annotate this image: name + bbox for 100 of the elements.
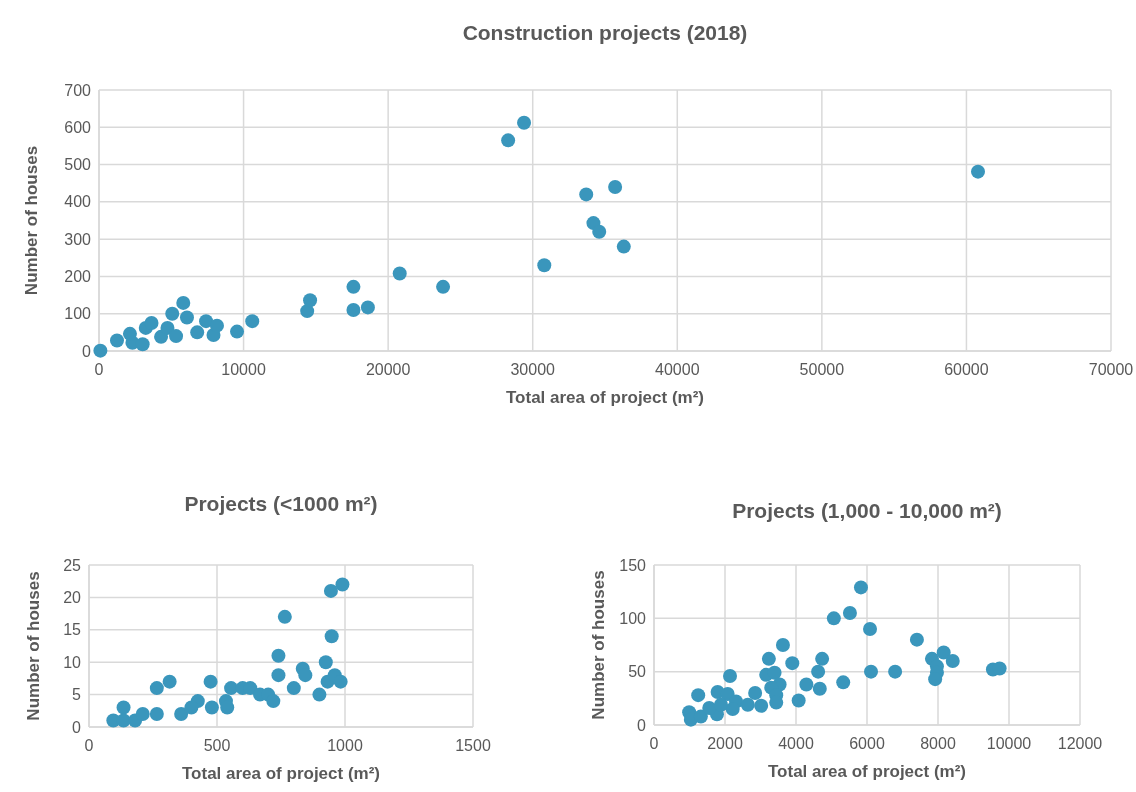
- point: [713, 697, 728, 712]
- point: [346, 279, 361, 294]
- point: [691, 688, 706, 703]
- chart-title: Projects (1,000 - 10,000 m²): [732, 499, 1002, 522]
- point: [812, 681, 827, 696]
- point: [748, 686, 763, 700]
- point: [174, 707, 189, 722]
- x-tick-label: 50000: [799, 361, 845, 378]
- x-tick-label: 12000: [1057, 735, 1103, 752]
- x-tick-label: 500: [203, 737, 231, 754]
- point: [266, 694, 281, 709]
- point: [945, 654, 960, 668]
- point: [723, 668, 738, 683]
- point: [909, 632, 924, 647]
- point: [592, 224, 607, 239]
- point: [220, 700, 235, 715]
- y-tick-label: 100: [619, 609, 647, 627]
- point: [190, 325, 205, 340]
- point: [767, 665, 782, 680]
- point: [303, 293, 318, 308]
- x-tick-label: 6000: [849, 735, 885, 752]
- y-tick-label: 25: [63, 556, 82, 574]
- point: [501, 133, 516, 148]
- point: [318, 655, 333, 670]
- point: [116, 700, 131, 715]
- x-tick-label: 2000: [707, 735, 743, 752]
- point: [169, 329, 184, 344]
- point: [928, 672, 943, 687]
- point: [184, 700, 199, 715]
- point: [842, 606, 857, 620]
- y-tick-label: 0: [72, 718, 82, 736]
- point: [286, 681, 301, 696]
- point: [335, 577, 350, 592]
- point: [616, 239, 631, 254]
- point: [110, 333, 124, 348]
- x-tick-label: 70000: [1088, 361, 1134, 378]
- point: [165, 306, 180, 321]
- point: [162, 674, 177, 689]
- point: [230, 324, 245, 339]
- point: [203, 674, 218, 689]
- point: [149, 681, 164, 696]
- x-tick-label: 8000: [920, 735, 956, 752]
- point: [199, 314, 214, 329]
- point: [836, 675, 851, 690]
- point: [826, 611, 841, 626]
- x-tick-label: 60000: [944, 361, 989, 378]
- point: [537, 258, 552, 273]
- point: [785, 656, 800, 671]
- y-tick-label: 300: [64, 230, 92, 248]
- point: [864, 664, 879, 679]
- x-tick-label: 1500: [455, 737, 491, 754]
- point: [791, 693, 806, 708]
- x-tick-label: 0: [94, 361, 104, 378]
- x-tick-label: 4000: [778, 735, 814, 752]
- point: [135, 337, 150, 352]
- y-tick-label: 500: [64, 156, 92, 174]
- point: [517, 115, 532, 130]
- point: [271, 648, 286, 663]
- chart-title: Projects (<1000 m²): [184, 492, 378, 515]
- y-tick-label: 15: [63, 621, 82, 639]
- point: [863, 622, 878, 636]
- y-tick-label: 200: [64, 268, 92, 286]
- point: [799, 677, 814, 692]
- point: [740, 697, 755, 712]
- point: [815, 651, 830, 666]
- point: [775, 638, 790, 652]
- point: [936, 645, 951, 660]
- x-tick-label: 10000: [986, 735, 1032, 752]
- x-tick-label: 40000: [655, 361, 700, 378]
- point: [209, 318, 224, 333]
- point: [346, 302, 361, 317]
- x-axis-title: Total area of project (m²): [767, 762, 967, 781]
- point: [176, 295, 191, 310]
- point: [754, 698, 769, 713]
- point: [608, 179, 623, 194]
- x-tick-label: 20000: [365, 361, 411, 378]
- point: [160, 320, 175, 335]
- point: [93, 343, 108, 358]
- point: [761, 651, 776, 666]
- point: [245, 314, 260, 329]
- x-tick-label: 30000: [510, 361, 556, 378]
- y-tick-label: 400: [64, 193, 92, 211]
- x-tick-label: 1000: [327, 737, 363, 754]
- point: [154, 329, 169, 344]
- y-tick-label: 0: [82, 342, 92, 360]
- point: [323, 583, 338, 598]
- y-tick-label: 50: [628, 663, 647, 681]
- point: [392, 266, 407, 281]
- point: [888, 664, 903, 679]
- point: [725, 702, 740, 716]
- point: [149, 707, 164, 722]
- point: [277, 609, 292, 624]
- y-tick-label: 150: [619, 556, 647, 574]
- point: [333, 674, 348, 689]
- x-axis-title: Total area of project (m²): [181, 764, 381, 783]
- x-tick-label: 10000: [221, 361, 266, 378]
- point: [853, 580, 868, 595]
- y-axis-title: Number of houses: [24, 571, 43, 721]
- y-tick-label: 100: [64, 305, 92, 323]
- y-axis-title: Number of houses: [589, 570, 608, 720]
